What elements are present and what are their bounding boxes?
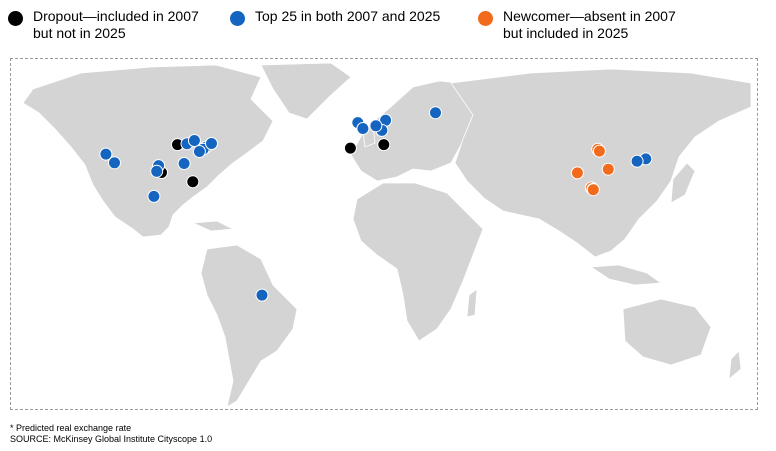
city-markers bbox=[99, 106, 653, 302]
landmass-north-america bbox=[22, 64, 274, 238]
top25-city-marker bbox=[192, 145, 206, 158]
top25-city-marker bbox=[177, 157, 191, 170]
legend-item-dropout: Dropout—included in 2007 but not in 2025 bbox=[8, 8, 199, 42]
top25-city-marker bbox=[205, 137, 218, 150]
newcomer-city-marker bbox=[601, 162, 615, 176]
world-map-canvas bbox=[22, 62, 752, 408]
newcomer-marker-icon bbox=[478, 11, 493, 26]
landmass-japan bbox=[670, 162, 696, 204]
legend: Dropout—included in 2007 but not in 2025… bbox=[0, 8, 776, 48]
top25-city-marker bbox=[99, 147, 113, 161]
newcomer-city-marker bbox=[586, 183, 600, 197]
dropout-city-marker bbox=[343, 141, 357, 155]
dropout-city-marker bbox=[186, 175, 200, 189]
legend-label-newcomer: Newcomer—absent in 2007 but included in … bbox=[503, 8, 676, 41]
top25-city-marker bbox=[429, 106, 442, 120]
legend-label-top25: Top 25 in both 2007 and 2025 bbox=[255, 8, 441, 24]
landmass-greenland bbox=[260, 62, 352, 120]
landmass-caribbean bbox=[192, 220, 235, 232]
landmass-madagascar bbox=[466, 288, 478, 318]
landmass-new-zealand bbox=[728, 350, 742, 380]
legend-label-dropout: Dropout—included in 2007 but not in 2025 bbox=[33, 8, 199, 41]
top25-city-marker bbox=[255, 288, 269, 302]
landmass-asia bbox=[450, 68, 752, 258]
dropout-city-marker bbox=[377, 138, 391, 152]
footnote: * Predicted real exchange rate bbox=[10, 423, 132, 433]
top25-city-marker bbox=[630, 154, 644, 168]
top25-city-marker bbox=[147, 189, 161, 203]
landmass-australia bbox=[622, 298, 712, 366]
legend-item-top25: Top 25 in both 2007 and 2025 bbox=[230, 8, 440, 26]
landmass-africa bbox=[352, 182, 484, 342]
landmass-south-america bbox=[200, 244, 298, 408]
top25-city-marker bbox=[369, 119, 383, 133]
landmasses bbox=[22, 62, 752, 408]
source-note: SOURCE: McKinsey Global Institute Citysc… bbox=[10, 434, 213, 444]
top25-city-marker bbox=[150, 164, 164, 178]
legend-item-newcomer: Newcomer—absent in 2007 but included in … bbox=[478, 8, 676, 42]
dropout-marker-icon bbox=[8, 11, 23, 26]
world-map bbox=[10, 58, 758, 410]
top25-city-marker bbox=[108, 156, 121, 170]
newcomer-city-marker bbox=[570, 166, 584, 180]
top25-city-marker bbox=[187, 134, 201, 147]
newcomer-city-marker bbox=[592, 144, 606, 158]
top25-marker-icon bbox=[230, 11, 245, 26]
landmass-southeast-asia-islands bbox=[589, 264, 663, 286]
top25-city-marker bbox=[356, 122, 370, 135]
